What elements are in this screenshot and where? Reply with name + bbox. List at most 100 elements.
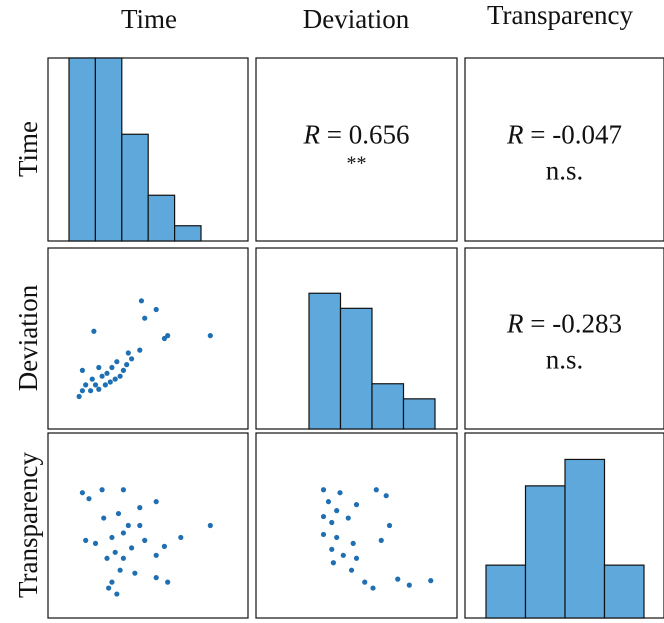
histogram-bar [603,564,645,619]
scatter-point [345,515,351,521]
scatter-point [125,350,131,356]
scatter-point [91,328,97,334]
scatter-point [153,306,159,313]
scatter-point [428,578,434,584]
scatter-point [320,531,327,538]
scatter-point [325,499,332,505]
scatter-point [101,515,107,521]
significance-label: n.s. [546,345,584,375]
row-title: Deviation [13,284,43,391]
scatter-point [104,370,110,376]
scatter-point [104,555,110,561]
scatter-point [178,534,184,541]
panel-frame [255,432,458,619]
histogram-bar [371,383,405,430]
panel-frame [464,247,664,430]
scatter-point [353,555,360,561]
scatter-point [109,579,115,585]
scatter-point [373,487,379,493]
scatter-point [165,579,171,585]
scatter-point [153,552,159,558]
scatter-point [83,537,89,544]
correlation-number: = 0.656 [320,120,409,150]
scatter-point [115,510,122,517]
scatter-point [207,522,213,529]
histogram-bar [339,307,373,430]
scatter-point [76,393,82,400]
scatter-point [109,364,115,371]
scatter-point [79,367,85,373]
scatter-point [337,490,343,496]
scatter-point [142,315,148,321]
scatter-point [120,530,126,536]
scatter-point [353,502,360,508]
correlation-number: = -0.047 [524,120,622,150]
scatter-point [153,499,159,505]
scatter-point [99,487,105,493]
correlation-symbol: R [506,309,524,339]
correlation-value: R = 0.656 [303,120,410,150]
correlation-symbol: R [303,120,321,150]
scatter-point [114,591,120,597]
histogram-bar [147,194,176,242]
panel-frame [47,247,249,430]
row-title: Time [13,121,43,177]
column-title: Time [121,4,177,34]
scatter-point [137,522,143,529]
scatter-point [99,373,105,379]
scatter-point [106,585,112,591]
histogram-bar [524,485,566,619]
scatter-point [117,373,123,379]
scatter-point [406,582,412,588]
scatter-point [207,333,213,339]
scatter-point [129,545,135,551]
scatter-point [320,513,327,520]
histogram-bar [308,292,342,430]
scatter-point [142,537,148,544]
significance-label: n.s. [546,156,584,186]
column-title: Deviation [303,4,410,34]
scatter-point [112,549,118,555]
correlation-value: R = -0.283 [506,309,622,339]
histogram-bar [564,458,606,619]
correlation-number: = -0.283 [524,309,622,339]
scatter-point [124,362,130,368]
scatter-point [340,552,346,558]
scatter-point [120,487,126,493]
scatter-point [88,388,94,394]
scatter-point [329,519,335,526]
scatter-point [161,543,167,549]
panel-frame [255,57,458,242]
scatter-point [329,546,335,552]
histogram-bar [402,398,436,430]
scatter-point [89,376,95,382]
scatter-point [109,534,115,541]
scatter-point [320,487,327,493]
scatter-point [386,522,393,529]
scatter-point [138,298,145,304]
histogram-bar [68,57,96,242]
histogram-bar [121,133,149,242]
scatter-point [102,382,108,388]
panel-frame [464,57,664,242]
scatter-point [79,388,85,394]
histogram-bar [94,57,123,242]
scatter-point [362,579,368,585]
scatter-point [96,364,102,371]
scatter-point [83,382,89,388]
row-title: Transparency [13,452,43,598]
scatter-point [125,522,131,529]
correlation-symbol: R [506,120,524,150]
scatter-point [370,585,376,591]
scatter-point [137,347,143,353]
scatter-point [96,386,102,392]
scatter-point [334,534,340,541]
scatter-point [395,576,401,582]
scatter-point [112,376,118,382]
scatter-point [165,333,171,339]
scatter-point [330,560,336,566]
scatter-point [153,575,159,581]
histogram-bar [485,564,527,619]
scatter-point [120,367,126,373]
